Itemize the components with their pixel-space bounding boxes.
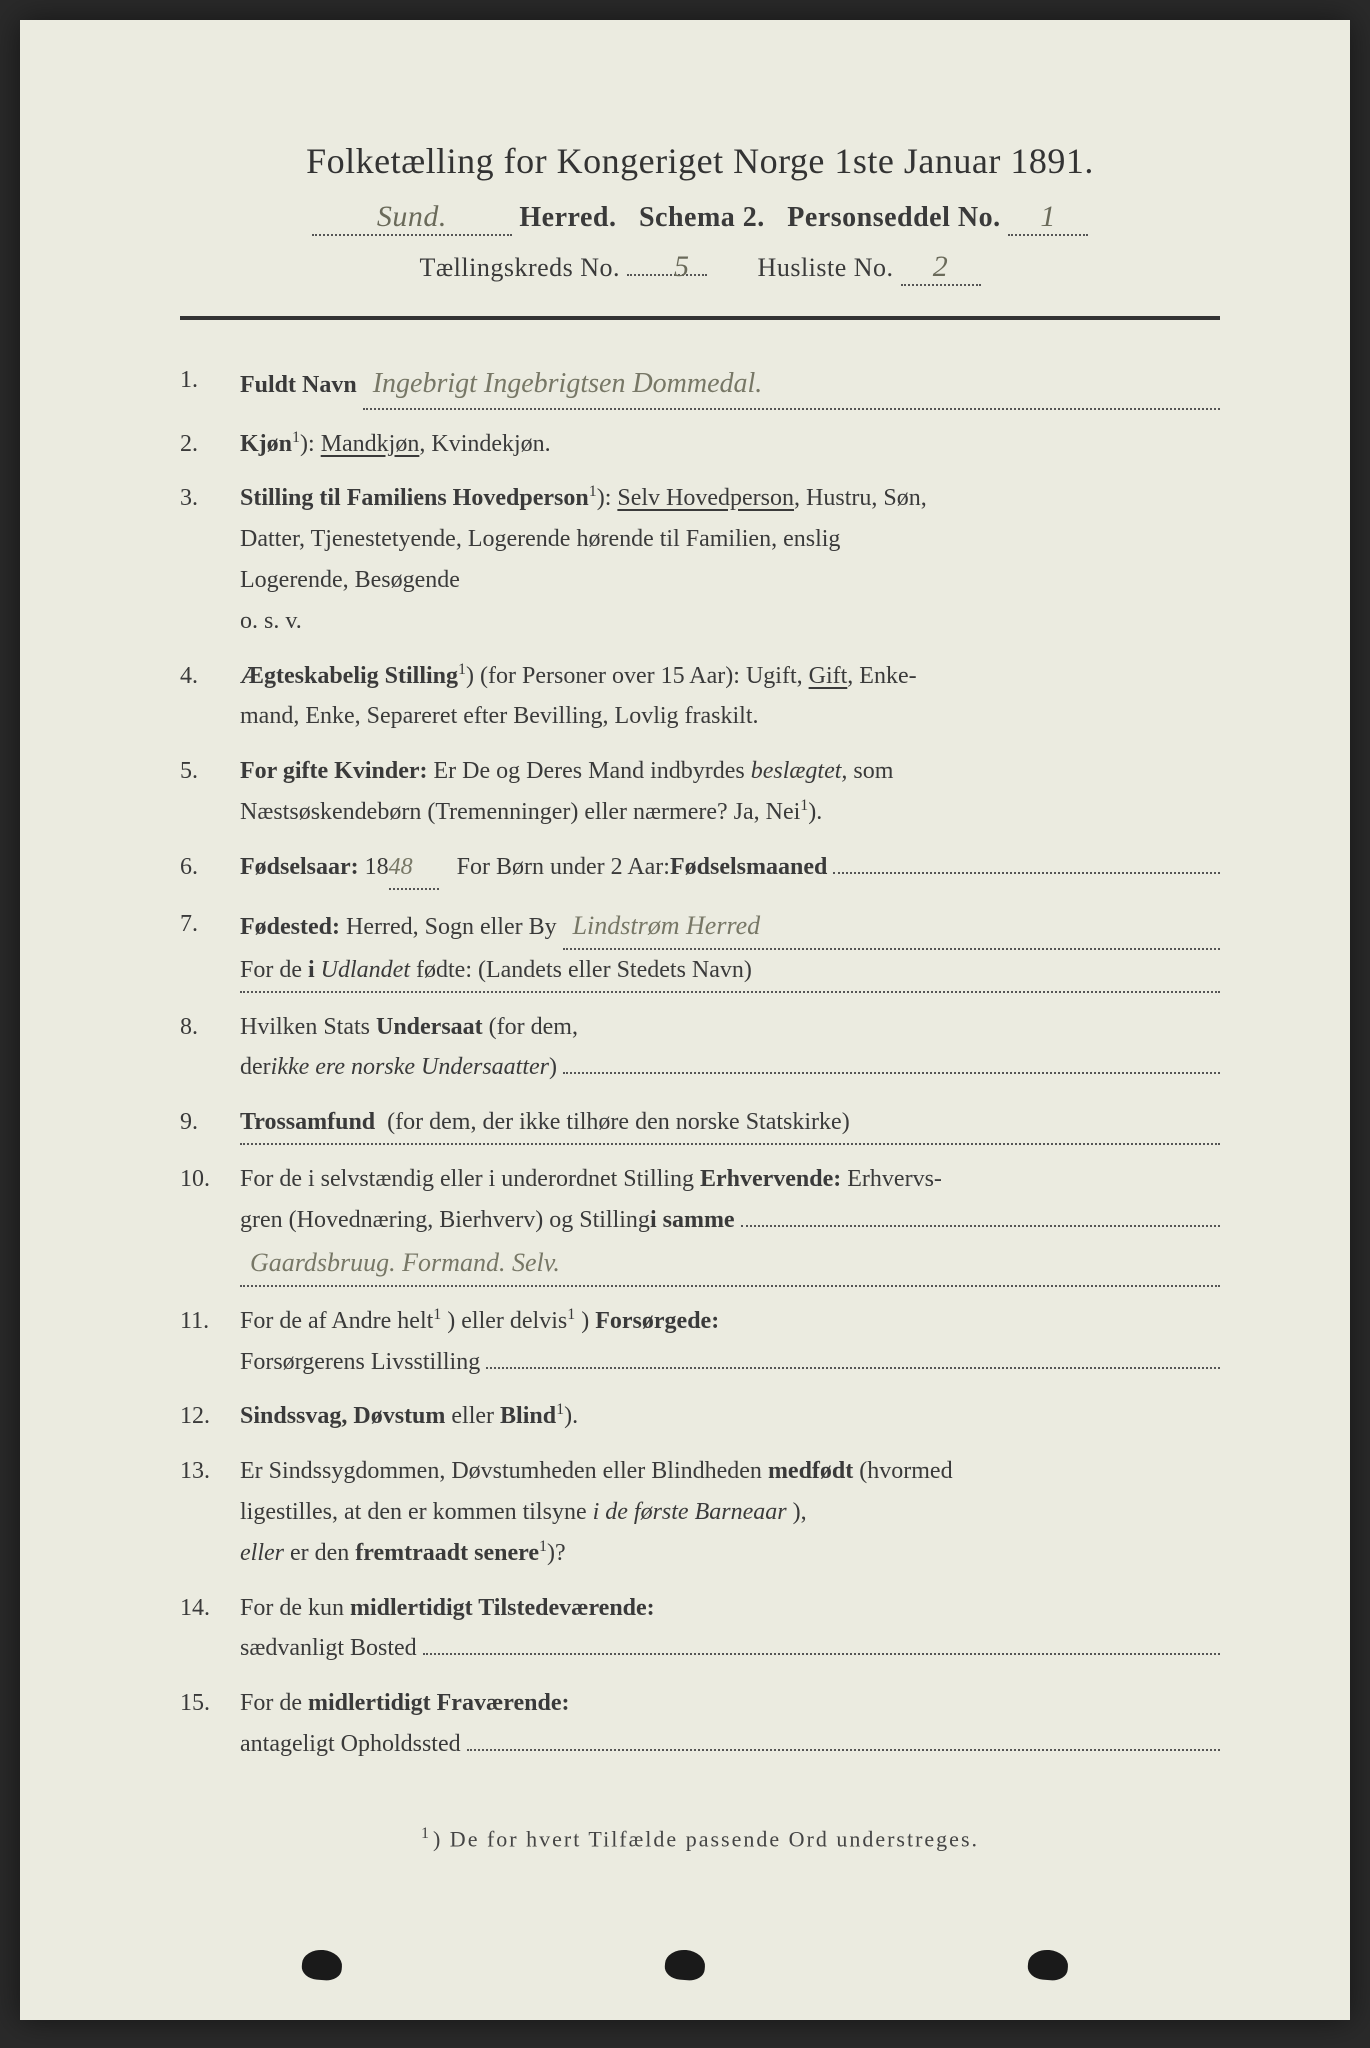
name-handwritten: Ingebrigt Ingebrigtsen Dommedal. [363, 360, 1220, 410]
field-label: midlertidigt Tilstedeværende: [350, 1595, 655, 1621]
field-label: For gifte Kvinder: [240, 758, 428, 784]
option-selv: Selv Hovedperson [617, 485, 794, 511]
entry-13: 13. Er Sindssygdommen, Døvstumheden elle… [180, 1451, 1220, 1573]
field-label: Forsørgede: [595, 1308, 719, 1334]
entry-num: 3. [180, 478, 240, 641]
schema-label: Schema 2. [639, 202, 765, 233]
entry-15: 15. For de midlertidigt Fraværende: anta… [180, 1683, 1220, 1765]
entries-list: 1. Fuldt Navn Ingebrigt Ingebrigtsen Dom… [180, 360, 1220, 1765]
form-header: Folketælling for Kongeriget Norge 1ste J… [180, 140, 1220, 286]
field-label: Stilling til Familiens Hovedperson [240, 485, 589, 511]
kreds-label: Tællingskreds No. [419, 253, 620, 282]
entry-num: 8. [180, 1007, 240, 1089]
entry-num: 5. [180, 751, 240, 833]
form-title: Folketælling for Kongeriget Norge 1ste J… [180, 140, 1220, 182]
herred-handwritten: Sund. [312, 200, 512, 236]
entry-11: 11. For de af Andre helt1 ) eller delvis… [180, 1301, 1220, 1383]
husliste-no-handwritten: 2 [901, 250, 981, 286]
entry-9: 9. Trossamfund (for dem, der ikke tilhør… [180, 1102, 1220, 1145]
entry-num: 2. [180, 424, 240, 465]
footnote: 1) De for hvert Tilfælde passende Ord un… [180, 1825, 1220, 1852]
field-label: Ægteskabelig Stilling [240, 663, 458, 689]
entry-14: 14. For de kun midlertidigt Tilstedevære… [180, 1588, 1220, 1670]
field-label: medfødt [768, 1458, 853, 1484]
census-form-page: Folketælling for Kongeriget Norge 1ste J… [20, 20, 1350, 2020]
line2: Datter, Tjenestetyende, Logerende hørend… [240, 526, 840, 552]
occupation-handwritten: Gaardsbruug. Formand. Selv. [240, 1241, 1220, 1287]
field-label: Fødested: [240, 907, 340, 948]
subheader-line-2: Tællingskreds No. 5 Husliste No. 2 [180, 250, 1220, 286]
field-label: Undersaat [376, 1014, 483, 1040]
entry-num: 14. [180, 1588, 240, 1670]
field-label: Erhvervende: [700, 1166, 841, 1192]
binding-holes [20, 1950, 1350, 1980]
hole [1027, 1948, 1069, 1981]
entry-num: 11. [180, 1301, 240, 1383]
subheader-line-1: Sund. Herred. Schema 2. Personseddel No.… [180, 200, 1220, 236]
entry-num: 9. [180, 1102, 240, 1145]
option-gift: Gift [809, 663, 848, 689]
option-kvindekjon: Kvindekjøn. [431, 431, 550, 457]
kreds-no-hw: 5 [674, 250, 690, 283]
herred-label: Herred. [519, 202, 616, 233]
field-label: Kjøn [240, 431, 292, 457]
entry-num: 12. [180, 1396, 240, 1437]
entry-num: 6. [180, 847, 240, 890]
entry-4: 4. Ægteskabelig Stilling1) (for Personer… [180, 656, 1220, 738]
entry-num: 10. [180, 1159, 240, 1287]
entry-num: 4. [180, 656, 240, 738]
entry-num: 15. [180, 1683, 240, 1765]
line3: Logerende, Besøgende [240, 567, 460, 593]
entry-6: 6. Fødselsaar: 1848 For Børn under 2 Aar… [180, 847, 1220, 890]
entry-12: 12. Sindssvag, Døvstum eller Blind1). [180, 1396, 1220, 1437]
entry-num: 1. [180, 360, 240, 410]
entry-10: 10. For de i selvstændig eller i underor… [180, 1159, 1220, 1287]
husliste-label: Husliste No. [758, 253, 894, 282]
birthplace-handwritten: Lindstrøm Herred [563, 904, 1220, 950]
entry-7: 7. Fødested: Herred, Sogn eller By Linds… [180, 904, 1220, 993]
hole [300, 1948, 342, 1981]
entry-num: 13. [180, 1451, 240, 1573]
field-label: Fødselsaar: [240, 847, 359, 888]
line4: o. s. v. [240, 608, 302, 634]
entry-8: 8. Hvilken Stats Undersaat (for dem, der… [180, 1007, 1220, 1089]
entry-1: 1. Fuldt Navn Ingebrigt Ingebrigtsen Dom… [180, 360, 1220, 410]
field-label: Fuldt Navn [240, 365, 357, 406]
line2: mand, Enke, Separeret efter Bevilling, L… [240, 703, 759, 729]
kreds-no-handwritten [627, 274, 707, 276]
field-label: Sindssvag, Døvstum [240, 1403, 445, 1429]
field-label: midlertidigt Fraværende: [308, 1690, 570, 1716]
entry-3: 3. Stilling til Familiens Hovedperson1):… [180, 478, 1220, 641]
entry-2: 2. Kjøn1): Mandkjøn, Kvindekjøn. [180, 424, 1220, 465]
field-label: Trossamfund [240, 1109, 375, 1135]
option-mandkjon: Mandkjøn [321, 431, 420, 457]
person-no-handwritten: 1 [1008, 200, 1088, 236]
entry-num: 7. [180, 904, 240, 993]
divider [180, 316, 1220, 320]
year-handwritten: 48 [389, 847, 439, 890]
hole [664, 1948, 706, 1981]
entry-5: 5. For gifte Kvinder: Er De og Deres Man… [180, 751, 1220, 833]
personseddel-label: Personseddel No. [787, 202, 1000, 233]
